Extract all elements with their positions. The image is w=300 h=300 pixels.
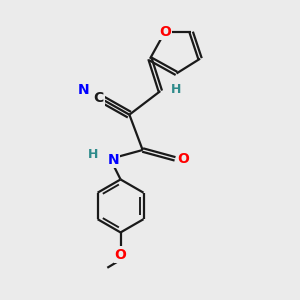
Text: H: H <box>171 83 182 96</box>
Text: H: H <box>87 148 98 161</box>
Text: O: O <box>115 248 127 262</box>
Text: O: O <box>159 25 171 39</box>
Text: O: O <box>177 152 189 166</box>
Text: N: N <box>78 82 90 97</box>
Text: N: N <box>107 153 119 167</box>
Text: C: C <box>93 92 103 106</box>
